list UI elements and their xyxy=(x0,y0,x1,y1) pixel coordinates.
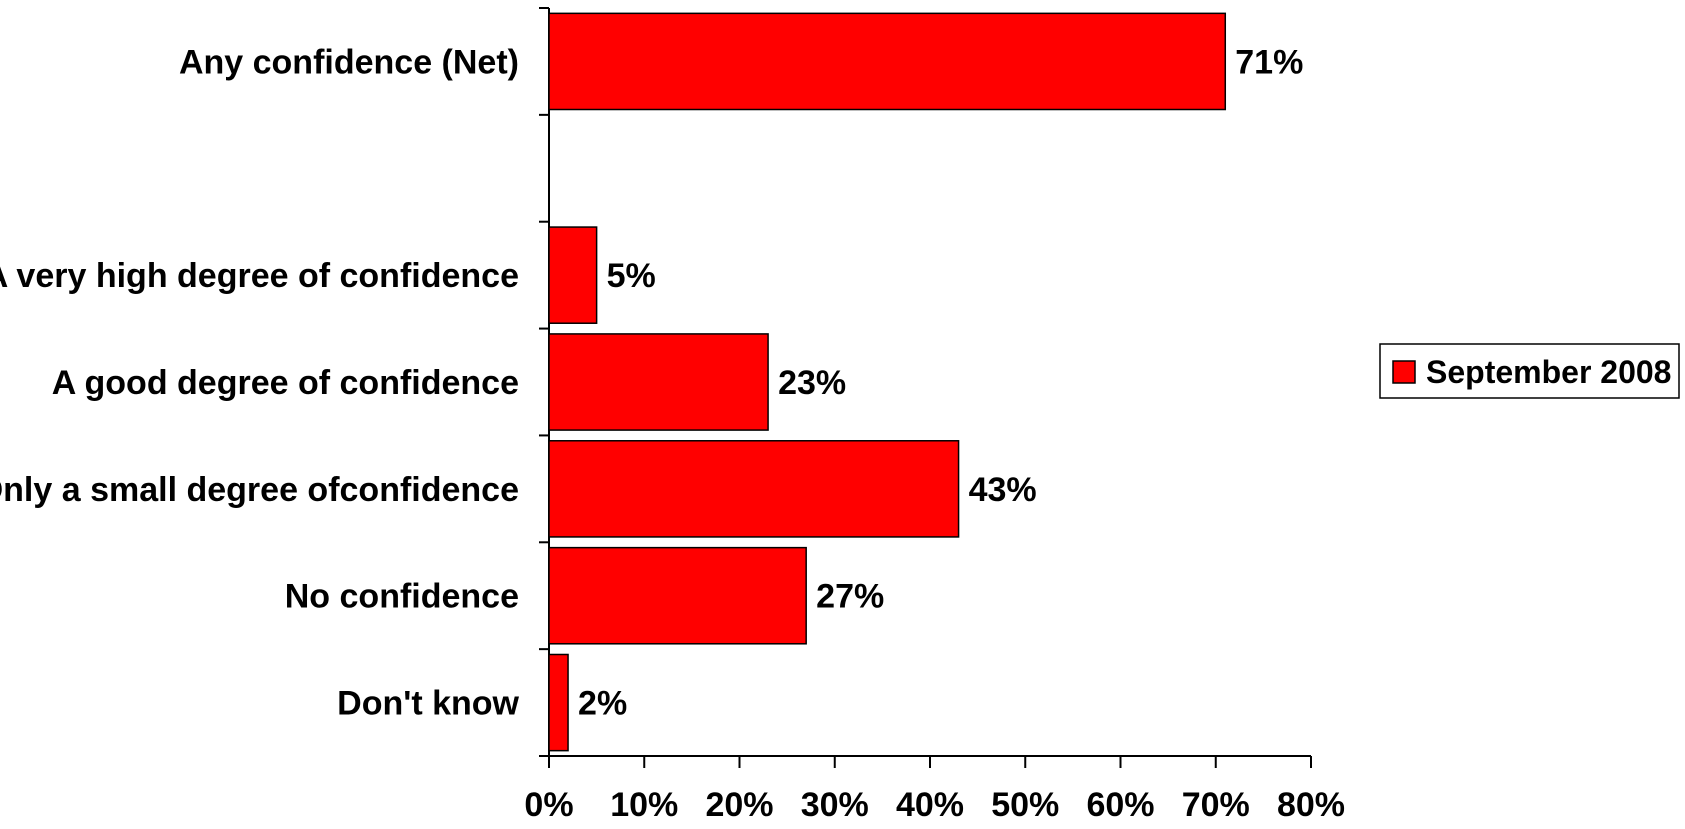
legend-label: September 2008 xyxy=(1426,354,1671,390)
value-label: 27% xyxy=(816,578,884,616)
x-tick-label: 50% xyxy=(991,786,1059,824)
value-label: 23% xyxy=(778,364,846,402)
bar xyxy=(548,12,1227,111)
category-label: No confidence xyxy=(285,578,519,616)
category-label: Only a small degree ofconfidence xyxy=(0,471,519,509)
category-label: Any confidence (Net) xyxy=(179,43,519,81)
legend-box xyxy=(1379,343,1680,399)
x-tick-label: 30% xyxy=(801,786,869,824)
x-tick-label: 70% xyxy=(1182,786,1250,824)
value-label: 5% xyxy=(607,257,656,295)
value-label: 43% xyxy=(969,471,1037,509)
value-label: 71% xyxy=(1235,43,1303,81)
legend-swatch xyxy=(1392,360,1416,384)
category-label: Don't know xyxy=(337,685,519,723)
legend: September 2008 xyxy=(1379,343,1680,399)
category-label: A good degree of confidence xyxy=(52,364,519,402)
x-tick-label: 10% xyxy=(610,786,678,824)
x-tick-label: 20% xyxy=(705,786,773,824)
bar xyxy=(548,333,769,431)
x-tick-label: 60% xyxy=(1086,786,1154,824)
value-label: 2% xyxy=(578,685,627,723)
plot-area: 0% 10% 20% 30% 40% 50% 60% 70% 80% Any confidence… xyxy=(0,7,1345,824)
x-tick-label: 80% xyxy=(1277,786,1345,824)
x-tick-label: 0% xyxy=(524,786,573,824)
category-label: A very high degree of confidence xyxy=(0,257,519,295)
bar xyxy=(548,653,569,752)
bar xyxy=(548,440,960,538)
bar xyxy=(548,226,598,324)
x-tick-label: 40% xyxy=(896,786,964,824)
bar xyxy=(548,546,807,645)
